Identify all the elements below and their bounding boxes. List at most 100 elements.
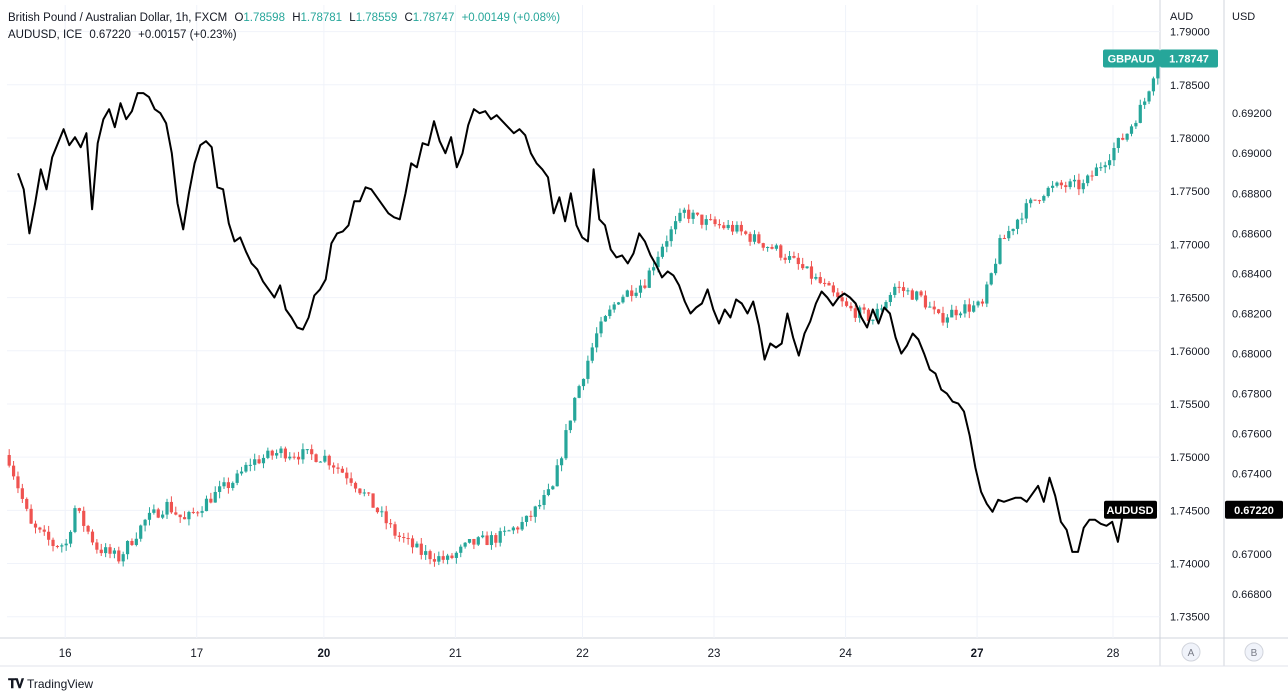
audusd-line (17, 92, 1125, 553)
candle-body (726, 224, 730, 229)
candle-body (371, 493, 375, 508)
tradingview-logo-icon: 𝐓𝐕 (8, 676, 24, 691)
left-axis-tick-label: 1.78000 (1170, 133, 1210, 145)
candle-body (862, 307, 866, 310)
candle-body (1033, 199, 1037, 201)
left-axis-tick-label: 1.76000 (1170, 346, 1210, 358)
candle-body (1029, 199, 1033, 204)
candle-body (827, 282, 831, 286)
tradingview-branding[interactable]: 𝐓𝐕 TradingView (8, 676, 93, 692)
candle-body (752, 234, 757, 242)
candle-body (235, 473, 239, 483)
candle-body (700, 214, 704, 225)
candle-body (919, 291, 923, 296)
candle-body (125, 540, 130, 555)
time-axis-tick-label: 27 (971, 648, 984, 660)
candle-body (467, 539, 472, 543)
legend-symbol-title[interactable]: British Pound / Australian Dollar, 1h, F… (8, 12, 228, 24)
candle-body (336, 467, 340, 469)
candle-body (603, 316, 608, 322)
right-axis-tick-label: 0.66800 (1232, 589, 1272, 601)
legend-overlay-title[interactable]: AUDUSD, ICE (8, 29, 83, 41)
candle-body (722, 225, 726, 229)
candle-body (182, 517, 187, 520)
candle-body (90, 531, 95, 543)
candle-body (1007, 231, 1011, 239)
candle-body (213, 491, 217, 503)
candle-body (713, 219, 717, 225)
candle-body (20, 488, 24, 499)
time-axis-tick-label: 17 (190, 648, 203, 660)
candle-body (463, 542, 467, 547)
candle-body (709, 219, 713, 221)
legend-overlay-change: +0.00157 (+0.23%) (138, 29, 237, 41)
candle-body (99, 549, 103, 554)
candle-body (393, 524, 397, 536)
candle-body (231, 482, 235, 489)
candle-body (634, 292, 638, 296)
candle-body (529, 515, 533, 517)
candle-body (7, 455, 11, 466)
candle-body (730, 224, 735, 232)
candle-body (976, 301, 980, 306)
left-axis-tick-label: 1.76500 (1170, 293, 1210, 305)
candle-body (516, 527, 520, 530)
candle-body (296, 456, 301, 460)
candle-body (459, 546, 463, 553)
candle-body (1143, 101, 1147, 105)
candle-body (884, 302, 888, 309)
right-axis-tick-label: 0.69200 (1232, 108, 1272, 120)
legend-overlay-series: AUDUSD, ICE 0.67220 +0.00157 (+0.23%) (8, 27, 560, 44)
candle-body (871, 319, 875, 321)
candle-body (932, 306, 936, 310)
candle-body (717, 224, 722, 226)
candle-body (844, 301, 849, 306)
candle-body (82, 510, 86, 526)
candle-body (581, 378, 586, 387)
candle-body (608, 309, 612, 317)
candle-body (923, 295, 928, 308)
grid (7, 5, 1160, 638)
candle-body (191, 511, 195, 513)
candle-body (564, 430, 568, 459)
candle-body (910, 290, 914, 300)
candle-body (621, 296, 625, 303)
candle-body (1050, 185, 1055, 188)
candle-body (980, 301, 985, 304)
candle-body (524, 515, 529, 522)
candle-body (801, 264, 805, 269)
candle-body (64, 543, 68, 546)
left-axis-tick-label: 1.74500 (1170, 505, 1210, 517)
candle-body (47, 531, 51, 540)
candle-body (1086, 175, 1090, 184)
candle-body (16, 476, 20, 489)
candle-body (647, 270, 651, 288)
candle-body (95, 542, 99, 550)
candle-body (42, 529, 46, 532)
candle-body (691, 212, 695, 219)
candle-body (761, 243, 765, 248)
left-axis-unit: AUD (1170, 11, 1193, 23)
candle-body (1138, 104, 1142, 123)
candle-body (244, 464, 248, 472)
candle-body (441, 556, 445, 560)
candle-body (1090, 175, 1094, 177)
left-axis-tick-label: 1.77500 (1170, 186, 1210, 198)
candle-body (187, 511, 191, 520)
candle-body (432, 559, 437, 562)
candle-body (774, 245, 778, 249)
candle-body (573, 397, 577, 421)
candle-body (266, 450, 270, 458)
candle-body (612, 304, 616, 310)
left-axis-tick-label: 1.75500 (1170, 399, 1210, 411)
candle-body (814, 276, 818, 279)
candle-body (901, 287, 906, 291)
time-axis-tick-label: 21 (449, 648, 462, 660)
left-axis-mode-button (1181, 642, 1201, 662)
candle-body (248, 464, 252, 466)
candle-body (893, 286, 897, 295)
candle-body (660, 246, 665, 257)
audusd-name-tag (1104, 500, 1157, 519)
legend-overlay-last: 0.67220 (89, 29, 131, 41)
